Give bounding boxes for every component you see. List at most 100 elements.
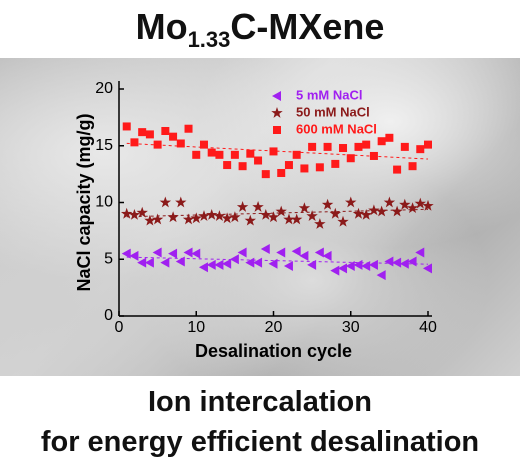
legend-label: 600 mM NaCl (296, 121, 377, 136)
point (422, 199, 434, 211)
point (254, 156, 263, 165)
point (407, 256, 417, 267)
point (252, 201, 264, 212)
point (206, 209, 218, 220)
point (323, 142, 332, 151)
y-tick-label: 10 (95, 194, 113, 211)
point (121, 248, 131, 259)
point (337, 215, 349, 227)
point (354, 142, 363, 151)
legend-marker (272, 91, 281, 101)
point (175, 196, 187, 208)
y-tick-label: 20 (95, 80, 113, 97)
point (408, 162, 417, 171)
caption-line: for energy efficient desalination (40, 426, 480, 458)
point (275, 205, 287, 217)
point (383, 196, 396, 208)
point (245, 257, 255, 268)
point (283, 213, 295, 225)
point (269, 147, 278, 156)
point (406, 202, 419, 213)
point (322, 250, 332, 261)
point (375, 205, 388, 217)
point (284, 161, 293, 170)
point (161, 126, 170, 135)
x-tick-label: 40 (419, 319, 437, 336)
point (206, 259, 216, 270)
point (298, 202, 311, 213)
point (191, 248, 201, 259)
point (160, 257, 170, 268)
x-tick-label: 30 (342, 319, 360, 336)
point (331, 159, 340, 168)
point (169, 132, 178, 141)
point (283, 261, 293, 272)
point (260, 244, 270, 255)
point (230, 150, 239, 159)
point (192, 150, 201, 159)
point (144, 214, 156, 226)
point (176, 139, 185, 148)
x-tick-label: 0 (115, 319, 124, 336)
point (377, 137, 386, 146)
point (385, 133, 394, 142)
legend-marker (271, 107, 283, 118)
point (145, 130, 154, 139)
point (199, 140, 208, 149)
title-main: Mo (135, 6, 188, 47)
point (190, 212, 202, 224)
title: Mo1.33C-MXene (0, 6, 520, 53)
point (345, 196, 357, 208)
caption: Ion intercalation for energy efficient d… (0, 382, 520, 462)
point (260, 209, 272, 220)
point (376, 270, 386, 281)
point (368, 204, 380, 216)
point (423, 263, 432, 274)
point (276, 247, 286, 258)
point (399, 198, 411, 210)
point (183, 247, 193, 258)
point (352, 207, 365, 219)
legend-label: 50 mM NaCl (296, 104, 370, 119)
point (128, 209, 141, 220)
point (268, 258, 278, 269)
point (223, 161, 232, 170)
point (314, 218, 326, 229)
point (237, 247, 247, 258)
point (368, 259, 378, 270)
point (315, 163, 324, 172)
point (267, 211, 280, 223)
point (122, 122, 131, 131)
point (244, 214, 256, 226)
point (400, 142, 409, 151)
point (152, 247, 162, 258)
point (130, 138, 139, 147)
point (345, 261, 355, 272)
point (222, 258, 232, 269)
point (198, 262, 208, 273)
point (391, 205, 403, 217)
point (221, 212, 233, 224)
point (236, 201, 249, 212)
point (292, 150, 301, 159)
point (175, 256, 185, 267)
legend-marker (273, 126, 281, 134)
point (138, 128, 147, 137)
point (159, 196, 172, 208)
point (307, 259, 317, 270)
point (369, 151, 378, 160)
point (151, 213, 164, 225)
point (291, 213, 303, 225)
point (229, 211, 241, 223)
point (393, 165, 402, 174)
x-axis-label: Desalination cycle (195, 341, 352, 361)
point (414, 197, 426, 209)
x-tick-label: 20 (265, 319, 283, 336)
point (184, 124, 193, 133)
point (361, 261, 371, 272)
point (215, 150, 224, 159)
point (213, 210, 226, 221)
point (330, 265, 340, 276)
